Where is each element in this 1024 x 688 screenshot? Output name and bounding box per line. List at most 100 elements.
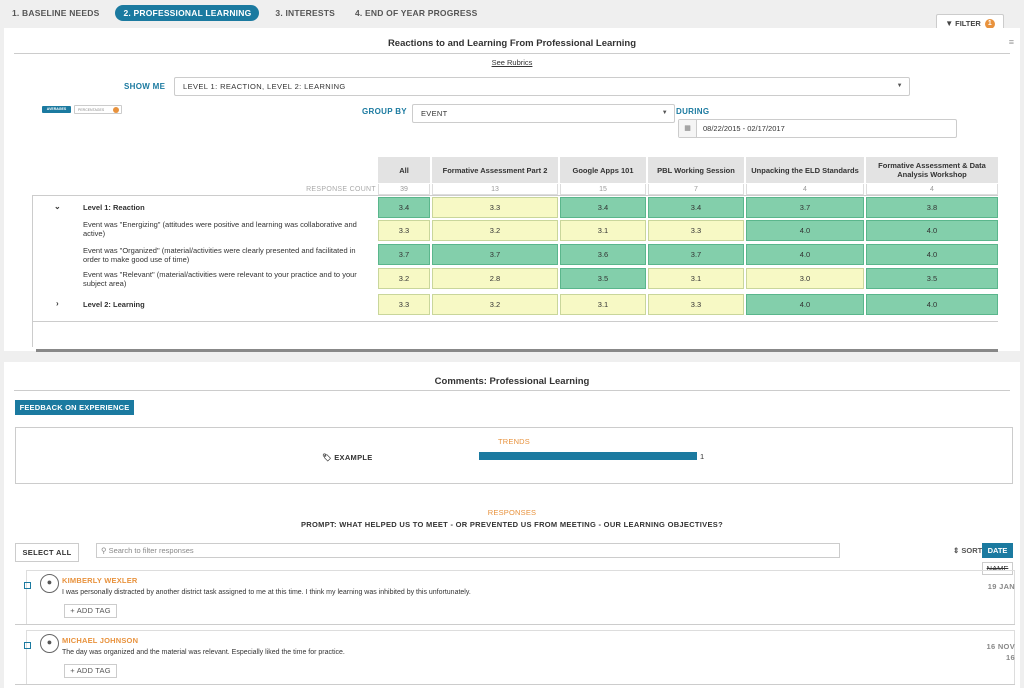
averages-toggle[interactable]: AVERAGES bbox=[42, 106, 71, 113]
respondent-name[interactable]: MICHAEL JOHNSON bbox=[62, 636, 139, 645]
response-count: 4 bbox=[746, 184, 864, 195]
search-input[interactable]: ⚲ Search to filter responses bbox=[96, 543, 840, 558]
table-cell: 3.3 bbox=[378, 220, 430, 241]
sort-name-button[interactable]: NAME bbox=[982, 562, 1013, 575]
respondent-name[interactable]: KIMBERLY WEXLER bbox=[62, 576, 138, 585]
during-label: DURING bbox=[676, 107, 710, 116]
comment-icon: ● bbox=[40, 634, 59, 653]
table-cell: 3.5 bbox=[560, 268, 646, 289]
tab-end-of-year-progress[interactable]: 4. END OF YEAR PROGRESS bbox=[354, 8, 478, 18]
response-text: The day was organized and the material w… bbox=[62, 649, 345, 656]
response-item: ● MICHAEL JOHNSON The day was organized … bbox=[15, 630, 1015, 685]
table-cell: 3.0 bbox=[746, 268, 864, 289]
table-cell: 4.0 bbox=[746, 294, 864, 315]
response-date-line: 16 bbox=[1006, 653, 1015, 662]
row-label: Event was "Energizing" (attitudes were p… bbox=[83, 220, 357, 238]
percentages-toggle[interactable]: PERCENTAGES bbox=[74, 105, 122, 114]
search-icon: ⚲ bbox=[101, 546, 109, 555]
table-cell: 3.1 bbox=[648, 268, 744, 289]
trend-count: 1 bbox=[700, 452, 705, 461]
reactions-panel: Reactions to and Learning From Professio… bbox=[4, 28, 1020, 352]
add-tag-button[interactable]: + ADD TAG bbox=[64, 664, 117, 678]
table-cell: 3.8 bbox=[866, 197, 998, 218]
response-count: 13 bbox=[432, 184, 558, 195]
divider bbox=[32, 321, 998, 322]
column-header: PBL Working Session bbox=[648, 157, 744, 183]
add-tag-label: ADD TAG bbox=[76, 666, 111, 675]
percentages-label: PERCENTAGES bbox=[78, 108, 105, 112]
sort-icon: ⇕ bbox=[953, 546, 960, 555]
table-cell: 3.4 bbox=[648, 197, 744, 218]
table-cell: 3.1 bbox=[560, 220, 646, 241]
see-rubrics-link[interactable]: See Rubrics bbox=[491, 58, 533, 67]
plus-icon: + bbox=[70, 606, 77, 615]
table-cell: 3.7 bbox=[378, 244, 430, 265]
select-all-button[interactable]: SELECT ALL bbox=[15, 543, 79, 562]
column-header: Formative Assessment Part 2 bbox=[432, 157, 558, 183]
trends-box: TRENDS 🏷 EXAMPLE 1 bbox=[15, 427, 1013, 484]
sort-label[interactable]: ⇕ SORT bbox=[953, 546, 982, 555]
chevron-down-icon[interactable]: ⌄ bbox=[54, 202, 61, 211]
search-placeholder: Search to filter responses bbox=[108, 546, 194, 555]
add-tag-button[interactable]: + ADD TAG bbox=[64, 604, 117, 618]
show-me-value: LEVEL 1: REACTION, LEVEL 2: LEARNING bbox=[183, 82, 346, 91]
row-label-level-2: Level 2: Learning bbox=[83, 300, 145, 309]
panel-title: Reactions to and Learning From Professio… bbox=[387, 38, 637, 49]
table-cell: 3.4 bbox=[560, 197, 646, 218]
add-tag-label: ADD TAG bbox=[76, 606, 111, 615]
table-cell: 4.0 bbox=[866, 294, 998, 315]
group-by-select[interactable]: EVENT ▼ bbox=[412, 104, 675, 123]
show-me-label: SHOW ME bbox=[124, 82, 166, 91]
column-header: Google Apps 101 bbox=[560, 157, 646, 183]
response-count-label: RESPONSE COUNT bbox=[306, 186, 376, 193]
trend-tag-label: EXAMPLE bbox=[334, 453, 373, 462]
calendar-icon: ▦ bbox=[679, 120, 697, 137]
table-cell: 3.3 bbox=[378, 294, 430, 315]
response-item: ● KIMBERLY WEXLER I was personally distr… bbox=[15, 570, 1015, 625]
response-count: 4 bbox=[866, 184, 998, 195]
table-cell: 4.0 bbox=[746, 220, 864, 241]
group-by-label: GROUP BY bbox=[362, 107, 407, 116]
table-cell: 4.0 bbox=[746, 244, 864, 265]
response-count: 15 bbox=[560, 184, 646, 195]
table-cell: 3.5 bbox=[866, 268, 998, 289]
response-checkbox[interactable] bbox=[24, 582, 31, 589]
chevron-right-icon[interactable]: › bbox=[56, 299, 59, 308]
tab-interests[interactable]: 3. INTERESTS bbox=[275, 8, 335, 18]
table-cell: 3.7 bbox=[432, 244, 558, 265]
row-label: Event was "Relevant" (material/activitie… bbox=[83, 270, 357, 288]
response-count: 7 bbox=[648, 184, 744, 195]
tab-bar: 1. BASELINE NEEDS 2. PROFESSIONAL LEARNI… bbox=[0, 0, 1024, 26]
divider bbox=[14, 53, 1010, 54]
tag-icon: 🏷 bbox=[322, 453, 335, 462]
response-text: I was personally distracted by another d… bbox=[62, 589, 471, 596]
trend-tag[interactable]: 🏷 EXAMPLE bbox=[322, 453, 373, 462]
row-label-level-1: Level 1: Reaction bbox=[83, 203, 145, 212]
filter-count-badge: 1 bbox=[984, 18, 995, 29]
table-cell: 4.0 bbox=[866, 244, 998, 265]
horizontal-scrollbar[interactable] bbox=[36, 349, 998, 352]
feedback-on-experience-button[interactable]: FEEDBACK ON EXPERIENCE bbox=[15, 400, 134, 415]
sort-date-button[interactable]: DATE bbox=[982, 543, 1013, 558]
show-me-select[interactable]: LEVEL 1: REACTION, LEVEL 2: LEARNING ▼ bbox=[174, 77, 910, 96]
table-cell: 3.3 bbox=[432, 197, 558, 218]
tab-baseline-needs[interactable]: 1. BASELINE NEEDS bbox=[12, 8, 100, 18]
response-box bbox=[26, 630, 1015, 684]
menu-icon[interactable]: ≡ bbox=[1008, 37, 1014, 47]
filter-icon: ▼ bbox=[945, 19, 954, 28]
date-range-input[interactable]: ▦ 08/22/2015 - 02/17/2017 bbox=[678, 119, 957, 138]
table-cell: 3.1 bbox=[560, 294, 646, 315]
response-date-line: 16 NOV bbox=[986, 642, 1015, 651]
response-date-line: 19 JAN bbox=[987, 582, 1015, 591]
response-checkbox[interactable] bbox=[24, 642, 31, 649]
sort-text: SORT bbox=[961, 546, 983, 555]
table-cell: 3.4 bbox=[378, 197, 430, 218]
table-cell: 2.8 bbox=[432, 268, 558, 289]
responses-title: RESPONSES bbox=[487, 508, 537, 517]
caret-down-icon: ▼ bbox=[661, 110, 668, 116]
date-range-value: 08/22/2015 - 02/17/2017 bbox=[703, 124, 785, 133]
tab-professional-learning[interactable]: 2. PROFESSIONAL LEARNING bbox=[115, 5, 260, 21]
prompt-text: PROMPT: WHAT HELPED US TO MEET - OR PREV… bbox=[301, 520, 723, 529]
table-cell: 3.7 bbox=[746, 197, 864, 218]
caret-down-icon: ▼ bbox=[896, 83, 903, 89]
